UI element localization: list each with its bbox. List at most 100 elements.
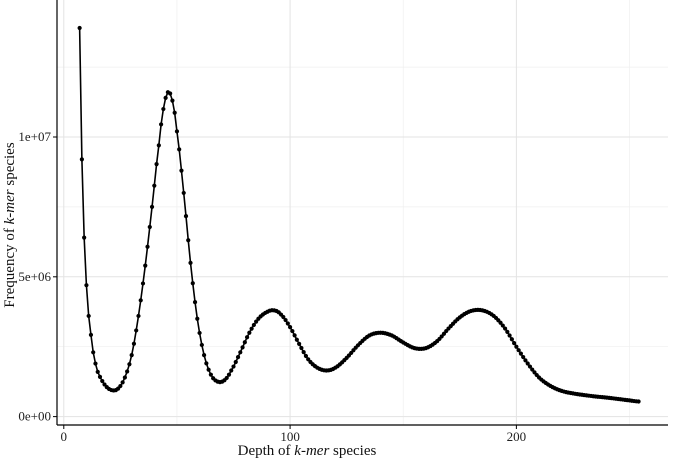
data-point-67	[229, 368, 234, 373]
data-point-50	[190, 281, 195, 286]
data-point-49	[188, 260, 193, 265]
y-tick-label-0: 0e+00	[18, 409, 51, 424]
data-point-23	[129, 353, 134, 358]
ticks: 0 100 200 0e+00 5e+06 1e+07	[18, 129, 526, 444]
data-point-46	[181, 190, 186, 196]
data-point-196	[521, 354, 526, 360]
data-point-32	[149, 204, 155, 210]
data-point-187	[500, 323, 505, 328]
data-point-70	[235, 355, 241, 360]
data-point-93	[287, 325, 293, 330]
series	[77, 25, 641, 404]
data-point-33	[152, 183, 157, 188]
data-point-98	[299, 345, 304, 351]
data-point-94	[290, 328, 295, 334]
data-point-91	[283, 317, 288, 323]
data-point-188	[502, 326, 508, 331]
data-point-72	[240, 345, 245, 350]
y-axis-title: Frequency of k-mer species	[2, 142, 18, 308]
data-point-55	[201, 353, 207, 358]
data-point-68	[231, 364, 236, 369]
data-point-48	[186, 238, 191, 243]
data-point-76	[249, 326, 254, 331]
data-point-58	[208, 372, 213, 377]
data-point-27	[138, 298, 143, 303]
data-point-22	[127, 362, 132, 367]
data-point-45	[179, 168, 184, 173]
data-point-42	[172, 110, 177, 115]
data-point-28	[140, 281, 146, 286]
data-point-51	[192, 299, 198, 305]
y-axis-title-prefix: Frequency of	[2, 224, 18, 307]
data-point-100	[303, 353, 309, 359]
data-point-43	[174, 129, 180, 134]
data-point-195	[518, 351, 524, 356]
data-point-54	[199, 342, 204, 348]
data-point-192	[512, 340, 517, 346]
data-point-35	[156, 143, 161, 148]
data-point-7	[93, 361, 98, 366]
data-point-3	[84, 283, 89, 288]
data-point-73	[242, 340, 247, 345]
data-point-25	[134, 328, 139, 333]
data-point-47	[183, 214, 189, 219]
data-point-77	[251, 322, 256, 328]
data-point-99	[301, 350, 306, 355]
data-point-65	[224, 375, 229, 381]
x-tick-label-0: 0	[61, 429, 68, 444]
data-point-90	[281, 314, 286, 320]
x-axis-title-prefix: Depth of	[238, 443, 295, 459]
data-point-95	[292, 333, 297, 338]
data-point-190	[507, 333, 512, 338]
data-point-24	[131, 341, 137, 346]
x-axis-title-suffix: species	[329, 443, 376, 459]
data-point-18	[118, 383, 123, 389]
data-point-194	[516, 348, 521, 353]
data-point-197	[523, 358, 528, 363]
data-point-2	[82, 235, 87, 240]
data-point-8	[95, 369, 100, 374]
data-point-44	[177, 147, 182, 152]
grid	[57, 0, 668, 425]
y-axis-title-emphasis: k-mer	[2, 189, 18, 224]
data-point-34	[154, 162, 159, 167]
data-point-19	[120, 380, 125, 385]
data-point-30	[145, 244, 150, 249]
data-point-31	[147, 224, 152, 230]
data-point-198	[525, 361, 530, 366]
data-point-97	[297, 341, 302, 347]
y-tick-label-1: 5e+06	[18, 269, 51, 284]
data-point-56	[204, 361, 209, 366]
data-point-10	[100, 378, 105, 384]
data-point-26	[136, 313, 141, 319]
data-point-0	[77, 25, 82, 31]
data-point-52	[195, 316, 200, 321]
data-point-247	[636, 399, 641, 404]
data-point-29	[143, 263, 148, 268]
data-point-4	[86, 313, 91, 319]
data-point-37	[161, 106, 166, 112]
data-point-41	[170, 98, 175, 103]
data-point-199	[527, 364, 533, 369]
data-point-5	[88, 332, 94, 337]
data-point-38	[163, 95, 168, 100]
x-axis-title-emphasis: k-mer	[294, 443, 329, 459]
data-point-92	[285, 321, 290, 326]
x-tick-label-1: 100	[280, 429, 300, 444]
data-point-53	[197, 330, 202, 336]
data-point-66	[226, 372, 232, 377]
data-point-78	[254, 319, 259, 324]
y-tick-label-2: 1e+07	[18, 129, 51, 144]
data-point-21	[125, 369, 130, 374]
data-point-1	[79, 157, 84, 162]
data-point-6	[91, 350, 96, 355]
axes	[56, 0, 668, 426]
data-point-69	[233, 359, 238, 365]
data-point-20	[122, 375, 127, 380]
data-point-36	[159, 122, 164, 127]
data-point-40	[168, 91, 173, 96]
data-point-200	[530, 367, 535, 372]
data-point-96	[294, 337, 299, 342]
data-point-189	[505, 329, 510, 334]
